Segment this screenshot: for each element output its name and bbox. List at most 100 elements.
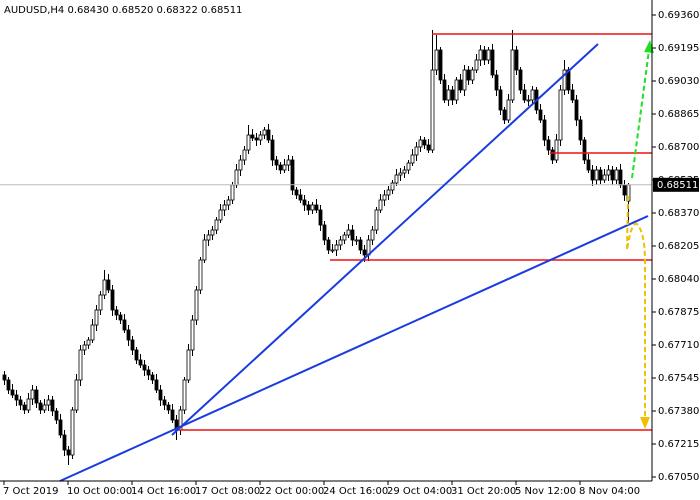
- candle-body: [386, 189, 391, 196]
- candle-body: [358, 239, 363, 251]
- x-tick-label: 17 Oct 08:00: [195, 486, 260, 497]
- candle-body: [346, 229, 351, 236]
- y-tick-label: 0.68040: [658, 274, 699, 285]
- candle-body: [362, 249, 367, 256]
- y-tick-label: 0.67545: [658, 373, 699, 384]
- candle-body: [218, 209, 223, 221]
- candle-body: [330, 249, 335, 252]
- candle-body: [286, 159, 291, 166]
- candle-body: [542, 119, 547, 141]
- candle-body: [30, 389, 35, 400]
- candle-body: [430, 69, 435, 151]
- candle-body: [170, 409, 175, 421]
- candle-body: [242, 149, 247, 161]
- candle-body: [302, 199, 307, 206]
- candle-body: [150, 374, 155, 381]
- candle-body: [58, 419, 63, 436]
- candle-body: [582, 139, 587, 161]
- candle-body: [538, 109, 543, 121]
- y-tick-label: 0.67380: [658, 406, 699, 417]
- candle-body: [482, 49, 487, 61]
- candle-body: [338, 239, 343, 246]
- candle-body: [486, 49, 491, 61]
- y-tick-label: 0.69360: [658, 10, 699, 21]
- candle-body: [418, 139, 423, 148]
- candle-body: [354, 239, 359, 242]
- candle-body: [478, 49, 483, 61]
- candle-body: [2, 374, 7, 381]
- candle-body: [254, 137, 259, 141]
- candle-body: [554, 139, 559, 161]
- candle-body: [202, 239, 207, 261]
- candle-body: [378, 199, 383, 211]
- candle-body: [526, 99, 531, 102]
- y-tick-label: 0.69030: [658, 76, 699, 87]
- x-tick-label: 10 Oct 00:00: [67, 486, 132, 497]
- candle-body: [310, 204, 315, 211]
- candle-body: [462, 69, 467, 91]
- candle-body: [586, 159, 591, 171]
- candle-body: [466, 69, 471, 81]
- candle-body: [342, 234, 347, 241]
- candle-body: [298, 194, 303, 201]
- candle-body: [50, 399, 55, 412]
- candle-body: [406, 162, 411, 171]
- candle-body: [522, 89, 527, 101]
- trend-line: [171, 43, 599, 436]
- candle-body: [574, 99, 579, 121]
- candle-body: [110, 289, 115, 311]
- x-tick-label: 31 Oct 20:00: [451, 486, 516, 497]
- y-tick-label: 0.67875: [658, 307, 699, 318]
- candle-body: [394, 174, 399, 184]
- candle-body: [454, 79, 459, 101]
- candle-body: [34, 389, 39, 404]
- candle-body: [258, 134, 263, 141]
- candle-body: [422, 139, 427, 146]
- candle-body: [322, 224, 327, 241]
- candle-body: [262, 129, 267, 136]
- x-tick-label: 8 Nov 04:00: [579, 486, 640, 497]
- candle-body: [590, 169, 595, 181]
- candle-body: [518, 69, 523, 91]
- y-tick-label: 0.68865: [658, 109, 699, 120]
- candle-body: [122, 319, 127, 331]
- candle-body: [154, 379, 159, 391]
- candle-body: [186, 349, 191, 381]
- candle-body: [54, 410, 59, 421]
- candle-body: [550, 149, 555, 161]
- candle-body: [282, 164, 287, 171]
- candle-body: [226, 199, 231, 206]
- candle-body: [390, 182, 395, 191]
- candle-body: [198, 259, 203, 291]
- candle-body: [290, 159, 295, 191]
- candle-body: [438, 49, 443, 81]
- y-tick-label: 0.68370: [658, 208, 699, 219]
- y-tick-label: 0.68205: [658, 241, 699, 252]
- candle-body: [162, 399, 167, 406]
- candle-body: [74, 379, 79, 411]
- candle-body: [266, 129, 271, 141]
- candle-body: [558, 89, 563, 141]
- candle-body: [98, 294, 103, 311]
- candle-body: [206, 234, 211, 241]
- candle-body: [66, 449, 71, 456]
- candle-body: [618, 169, 623, 186]
- candle-body: [510, 49, 515, 101]
- candle-body: [334, 244, 339, 251]
- candle-body: [314, 204, 319, 211]
- candle-body: [62, 434, 67, 451]
- candle-body: [610, 169, 615, 181]
- candle-body: [18, 399, 23, 406]
- trend-line: [59, 215, 649, 482]
- candle-body: [146, 369, 151, 376]
- candle-body: [26, 398, 31, 411]
- candle-body: [622, 184, 627, 196]
- drawings: [59, 33, 654, 482]
- chart-title: AUDUSD,H4 0.68430 0.68520 0.68322 0.6851…: [4, 5, 242, 16]
- down-arrow: [626, 195, 646, 418]
- x-tick-label: 5 Nov 12:00: [515, 486, 576, 497]
- candle-body: [246, 134, 251, 151]
- candle-body: [546, 139, 551, 151]
